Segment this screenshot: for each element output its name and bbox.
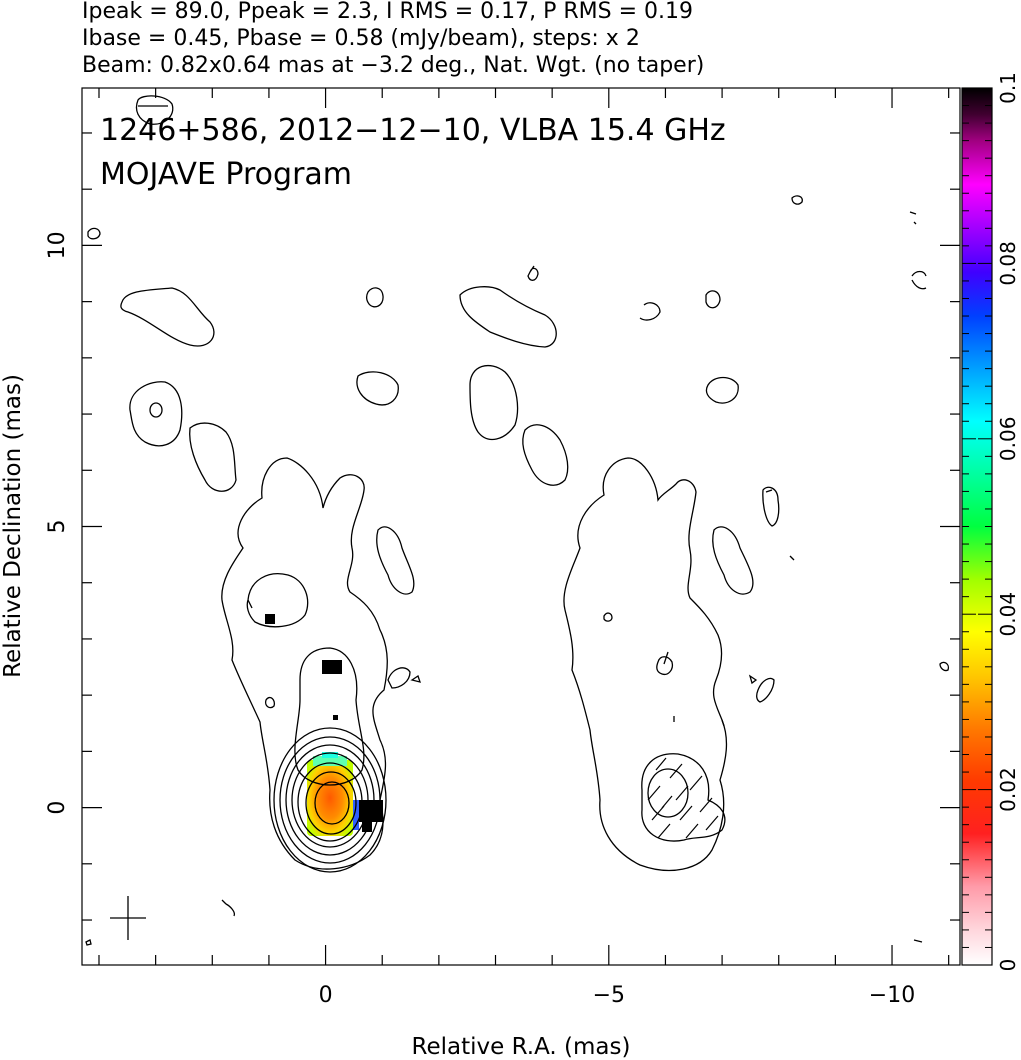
x-axis-label: Relative R.A. (mas) (412, 1034, 631, 1060)
header-line-2: Ibase = 0.45, Pbase = 0.58 (mJy/beam), s… (82, 26, 640, 51)
y-tick-label: 0 (45, 801, 70, 815)
header-line-3: Beam: 0.82x0.64 mas at −3.2 deg., Nat. W… (82, 53, 704, 78)
colorbar-tick-label: 0.08 (996, 241, 1020, 286)
evpa-sticks (647, 757, 719, 839)
colorbar-tick-label: 0.1 (996, 72, 1020, 104)
header-line-1: Ipeak = 89.0, Ppeak = 2.3, I RMS = 0.17,… (82, 0, 693, 24)
y-axis-label: Relative Declination (mas) (0, 374, 26, 678)
x-tick-label: 0 (319, 983, 333, 1008)
y-tick-label: 5 (45, 520, 70, 534)
x-tick-label: −10 (869, 983, 915, 1008)
y-tick-label: 10 (45, 231, 70, 259)
colorbar-tick-label: 0.06 (996, 417, 1020, 462)
plot-title: 1246+586, 2012−12−10, VLBA 15.4 GHz (100, 113, 726, 148)
colorbar-tick-label: 0.02 (996, 767, 1020, 812)
plot-frame (81, 87, 961, 966)
colorbar-tick-label: 0 (996, 959, 1020, 972)
plot-subtitle: MOJAVE Program (100, 157, 352, 192)
colorbar-tick-label: 0.04 (996, 592, 1020, 637)
polarized-contours (459, 195, 950, 943)
x-tick-label: −5 (593, 983, 625, 1008)
intensity-contours (85, 95, 421, 946)
colorbar-ticks (962, 87, 992, 966)
colorbar-tick-labels: 0 0.02 0.04 0.06 0.08 0.1 (996, 72, 1020, 971)
x-tick-labels: 0 −5 −10 (319, 983, 916, 1008)
axis-ticks (82, 88, 960, 965)
y-tick-labels: 0 5 10 (45, 231, 70, 814)
fractional-pol-color (265, 614, 383, 836)
beam-marker (110, 896, 146, 940)
